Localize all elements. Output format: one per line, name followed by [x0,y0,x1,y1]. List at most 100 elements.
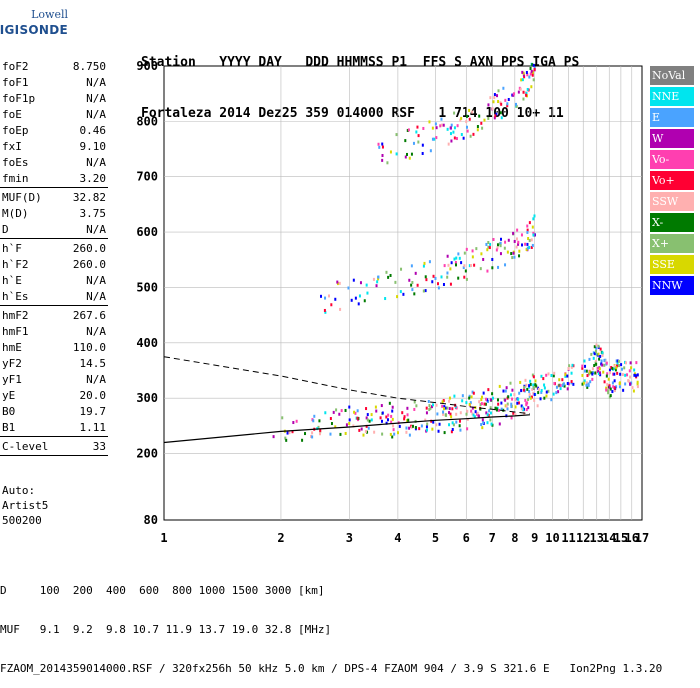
y-tick-label: 800 [136,114,158,128]
echo-dot [515,245,518,249]
echo-dot [348,418,351,422]
legend-item-sse: SSE [650,255,694,274]
echo-dot [445,413,448,417]
echo-dot [338,412,341,416]
echo-dot [495,407,498,411]
echo-dot [620,363,623,367]
echo-dot [572,382,575,386]
echo-dot [547,389,550,393]
echo-dot [406,128,409,132]
echo-dot [491,266,494,270]
echo-dot [498,422,501,426]
echo-dot [628,369,631,373]
echo-dot [465,277,468,281]
echo-dot [359,281,362,285]
x-tick-label: 5 [432,531,439,545]
echo-dot [496,243,499,247]
param-label: M(D) [2,207,29,220]
echo-dot [495,248,498,252]
param-value: 33 [92,440,106,453]
echo-dot [435,403,438,407]
echo-dot [499,101,502,105]
echo-dot [528,221,531,225]
echo-dot [438,422,441,426]
echo-dot [543,396,546,400]
echo-dot [488,409,491,413]
echo-dot [613,364,616,368]
y-tick-label: 400 [136,336,158,350]
y-tick-label: 200 [136,447,158,461]
echo-dot [462,266,465,270]
echo-dot [468,403,471,407]
echo-dot [422,264,425,268]
echo-dot [304,432,307,436]
echo-dot [398,424,401,428]
echo-dot [437,286,440,290]
echo-dot [422,126,425,130]
param-row: B1 1.11 [0,419,110,435]
echo-dot [479,267,482,271]
echo-dot [415,404,418,408]
echo-dot [416,125,419,129]
echo-dot [500,401,503,405]
echo-dot [471,249,474,253]
echo-dot [540,390,543,394]
echo-dot [506,407,509,411]
echo-dot [458,419,461,423]
echo-dot [526,387,529,391]
param-value: 9.10 [79,140,107,153]
echo-dot [607,377,610,381]
echo-dot [440,275,443,279]
echo-dot [489,411,492,415]
echo-dot [588,370,591,374]
echo-dot [292,421,295,425]
echo-dot [348,405,351,409]
echo-dot [520,404,523,408]
auto-line1: Auto: [2,484,36,497]
param-label: hmE [2,341,22,354]
echo-dot [324,296,327,300]
echo-dot [434,122,437,126]
distance-row: D 100 200 400 600 800 1000 1500 3000 [km… [0,584,325,597]
echo-dot [474,410,477,414]
param-label: foEs [2,156,29,169]
file-info-row: FZAOM_2014359014000.RSF / 320fx256h 50 k… [0,662,663,675]
echo-dot [589,380,592,384]
echo-dot [395,152,398,156]
echo-dot [481,426,484,430]
echo-dot [471,412,474,416]
echo-dot [525,91,528,95]
echo-dot [335,408,338,412]
echo-dot [417,134,420,138]
echo-dot [618,381,621,385]
param-row: MUF(D) 32.82 [0,189,110,205]
echo-dot [581,373,584,377]
echo-dot [348,422,351,426]
echo-dot [357,302,360,306]
echo-dot [519,87,522,91]
echo-dot [366,413,369,417]
echo-dot [562,382,565,386]
echo-dot [509,381,512,385]
echo-dot [526,73,529,77]
echo-dot [499,244,502,248]
echo-dot [533,67,536,71]
param-row: foF1p N/A [0,90,110,106]
echo-dot [523,75,526,79]
echo-dot [473,263,476,267]
echo-dot [502,86,505,90]
echo-dot [559,387,562,391]
echo-dot [517,240,520,244]
echo-dot [437,429,440,433]
echo-dot [615,385,618,389]
param-label: MUF(D) [2,191,42,204]
auto-line2: Artist5 [2,499,49,512]
echo-dot [621,373,624,377]
echo-dot [455,137,458,141]
echo-dot [388,401,391,405]
echo-dot [532,385,535,389]
echo-dot [601,351,604,355]
echo-dot [527,406,530,410]
echo-dot [366,418,369,422]
echo-dot [455,412,458,416]
